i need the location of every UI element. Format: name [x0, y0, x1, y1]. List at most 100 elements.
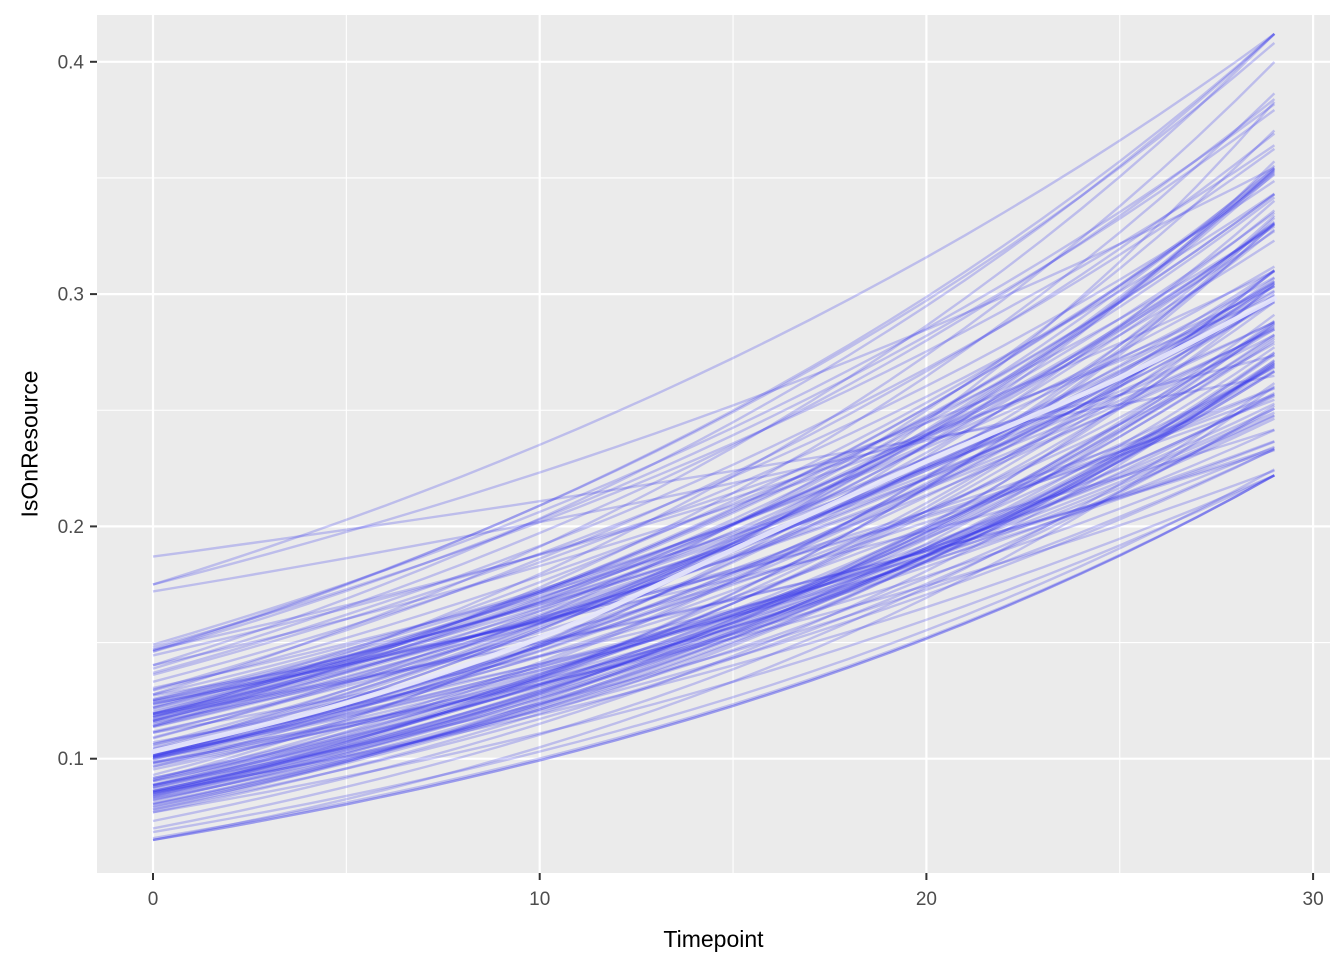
trajectory-line: [152, 223, 1276, 720]
trajectory-line: [152, 301, 1275, 725]
trajectory-line: [152, 98, 1276, 670]
trajectory-line: [152, 474, 1275, 794]
trajectory-line: [152, 168, 1276, 758]
trajectory-line: [152, 109, 1276, 653]
trajectory-line: [152, 230, 1276, 715]
trajectory-line: [152, 280, 1276, 761]
trajectory-line: [152, 370, 1276, 794]
trajectory-line: [152, 322, 1276, 789]
trajectory-line: [152, 269, 1276, 787]
trajectory-line: [152, 321, 1275, 690]
trajectory-line: [152, 285, 1275, 667]
trajectory-line: [152, 335, 1276, 780]
trajectory-line: [152, 469, 1275, 760]
trajectory-line: [152, 474, 1275, 814]
trajectory-line: [152, 281, 1275, 710]
trajectory-line: [152, 391, 1275, 780]
trajectory-line: [152, 299, 1276, 729]
trajectory-line: [152, 214, 1276, 786]
y-tick-label: 0.1: [58, 749, 84, 770]
trajectory-line: [152, 166, 1275, 586]
y-tick-label: 0.4: [58, 52, 85, 73]
trajectory-line: [152, 429, 1275, 764]
trajectory-line: [152, 270, 1275, 657]
trajectory-line: [152, 289, 1275, 702]
trajectory-line: [152, 211, 1276, 723]
trajectory-line: [152, 217, 1276, 798]
trajectory-line: [152, 32, 1276, 586]
trajectory-line: [152, 169, 1276, 755]
trajectory-line: [152, 374, 1275, 558]
trajectory-line: [152, 239, 1276, 709]
trajectory-line: [152, 369, 1276, 783]
trajectory-line: [152, 269, 1276, 793]
x-tick-label: 30: [1303, 889, 1324, 910]
trajectory-line: [152, 448, 1275, 795]
trajectory-line: [152, 407, 1275, 755]
trajectory-line: [152, 417, 1275, 768]
trajectory-line: [152, 223, 1276, 782]
trajectory-line: [152, 276, 1275, 696]
trajectory-line: [152, 361, 1276, 802]
trajectory-line: [152, 173, 1276, 709]
trajectory-line: [152, 61, 1276, 719]
x-tick-label: 20: [916, 889, 937, 910]
trajectory-line: [152, 354, 1275, 593]
trajectory-line: [152, 449, 1275, 715]
y-axis-title: IsOnResource: [16, 370, 43, 518]
trajectory-line: [152, 192, 1276, 683]
trajectory-line: [152, 170, 1276, 719]
trajectory-line: [152, 346, 1276, 800]
trajectory-line: [152, 411, 1275, 750]
trajectory-line: [152, 448, 1275, 787]
trajectory-line: [152, 282, 1276, 812]
trajectory-line: [152, 41, 1276, 651]
trajectory-line: [152, 222, 1276, 796]
trajectory-line: [152, 395, 1275, 757]
trajectory-line: [152, 352, 1276, 814]
trajectory-line: [152, 196, 1276, 722]
trajectory-line: [152, 407, 1275, 801]
trajectory-line: [152, 209, 1276, 746]
trajectory-line: [152, 370, 1276, 792]
trajectory-line: [152, 180, 1276, 676]
trajectory-line: [152, 325, 1275, 733]
trajectory-line: [152, 172, 1276, 758]
trajectory-line: [152, 167, 1276, 721]
trajectory-line: [152, 33, 1276, 696]
trajectory-line: [152, 322, 1276, 809]
trajectory-line: [152, 301, 1276, 783]
trajectory-line: [152, 32, 1276, 653]
trajectory-line: [152, 359, 1276, 790]
y-tick-label: 0.2: [58, 517, 84, 538]
x-tick-label: 10: [529, 889, 550, 910]
trajectory-line: [152, 132, 1276, 691]
trajectory-line: [152, 385, 1276, 842]
trajectory-line: [152, 402, 1275, 759]
panel-background: [97, 15, 1330, 873]
x-axis-title: Timepoint: [663, 926, 764, 952]
trajectory-line: [152, 414, 1275, 765]
trajectory-line: [152, 440, 1275, 734]
trajectory-line: [152, 366, 1275, 752]
trajectory-line: [152, 393, 1275, 764]
trajectory-line: [152, 193, 1276, 716]
trajectory-line: [152, 164, 1276, 740]
trajectory-line: [152, 199, 1276, 768]
trajectory-line: [152, 313, 1276, 799]
trajectory-line: [152, 193, 1276, 714]
trajectory-line: [152, 363, 1276, 792]
trajectory-line: [152, 129, 1276, 751]
trajectory-group: [150, 32, 1277, 842]
trajectory-line: [152, 337, 1276, 793]
trajectory-line: [152, 147, 1276, 675]
trajectory-line: [152, 393, 1275, 705]
trajectory-line: [152, 328, 1276, 758]
trajectory-line: [152, 103, 1276, 646]
trajectory-line: [152, 220, 1276, 739]
trajectory-line: [152, 342, 1275, 746]
trajectory-line: [152, 364, 1276, 797]
trajectory-line: [152, 334, 1275, 715]
trajectory-line: [152, 351, 1276, 805]
